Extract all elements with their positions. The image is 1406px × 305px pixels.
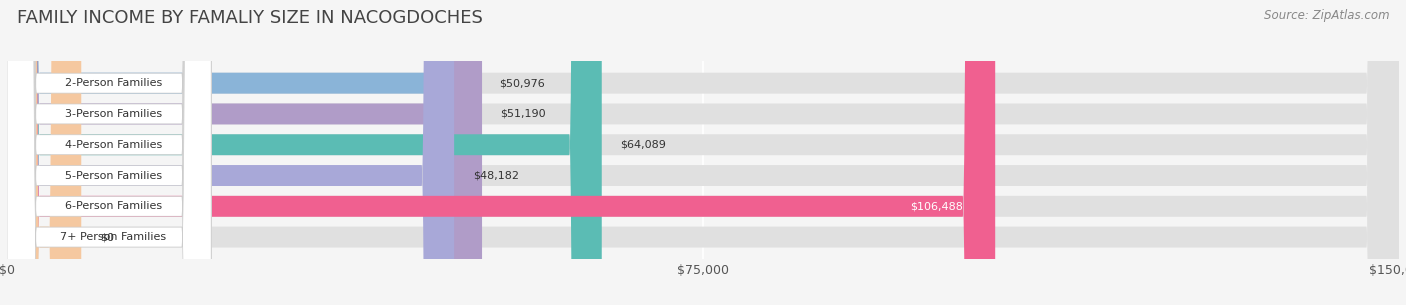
FancyBboxPatch shape	[7, 0, 1399, 305]
Text: 7+ Person Families: 7+ Person Families	[60, 232, 166, 242]
FancyBboxPatch shape	[7, 0, 482, 305]
FancyBboxPatch shape	[7, 0, 211, 305]
FancyBboxPatch shape	[7, 0, 211, 305]
Text: $48,182: $48,182	[472, 170, 519, 181]
FancyBboxPatch shape	[7, 0, 1399, 305]
Text: $50,976: $50,976	[499, 78, 544, 88]
Text: 3-Person Families: 3-Person Families	[65, 109, 162, 119]
FancyBboxPatch shape	[7, 0, 479, 305]
Text: 4-Person Families: 4-Person Families	[65, 140, 162, 150]
Text: FAMILY INCOME BY FAMALIY SIZE IN NACOGDOCHES: FAMILY INCOME BY FAMALIY SIZE IN NACOGDO…	[17, 9, 482, 27]
FancyBboxPatch shape	[7, 0, 82, 305]
FancyBboxPatch shape	[7, 0, 602, 305]
FancyBboxPatch shape	[7, 0, 1399, 305]
Text: $51,190: $51,190	[501, 109, 547, 119]
FancyBboxPatch shape	[7, 0, 211, 305]
FancyBboxPatch shape	[7, 0, 1399, 305]
Text: Source: ZipAtlas.com: Source: ZipAtlas.com	[1264, 9, 1389, 22]
FancyBboxPatch shape	[7, 0, 211, 305]
Text: 6-Person Families: 6-Person Families	[65, 201, 162, 211]
FancyBboxPatch shape	[7, 0, 211, 305]
FancyBboxPatch shape	[7, 0, 1399, 305]
Text: $0: $0	[100, 232, 114, 242]
FancyBboxPatch shape	[7, 0, 1399, 305]
FancyBboxPatch shape	[7, 0, 995, 305]
Text: 5-Person Families: 5-Person Families	[65, 170, 162, 181]
Text: 2-Person Families: 2-Person Families	[65, 78, 162, 88]
Text: $64,089: $64,089	[620, 140, 666, 150]
Text: $106,488: $106,488	[910, 201, 963, 211]
FancyBboxPatch shape	[7, 0, 211, 305]
FancyBboxPatch shape	[7, 0, 454, 305]
